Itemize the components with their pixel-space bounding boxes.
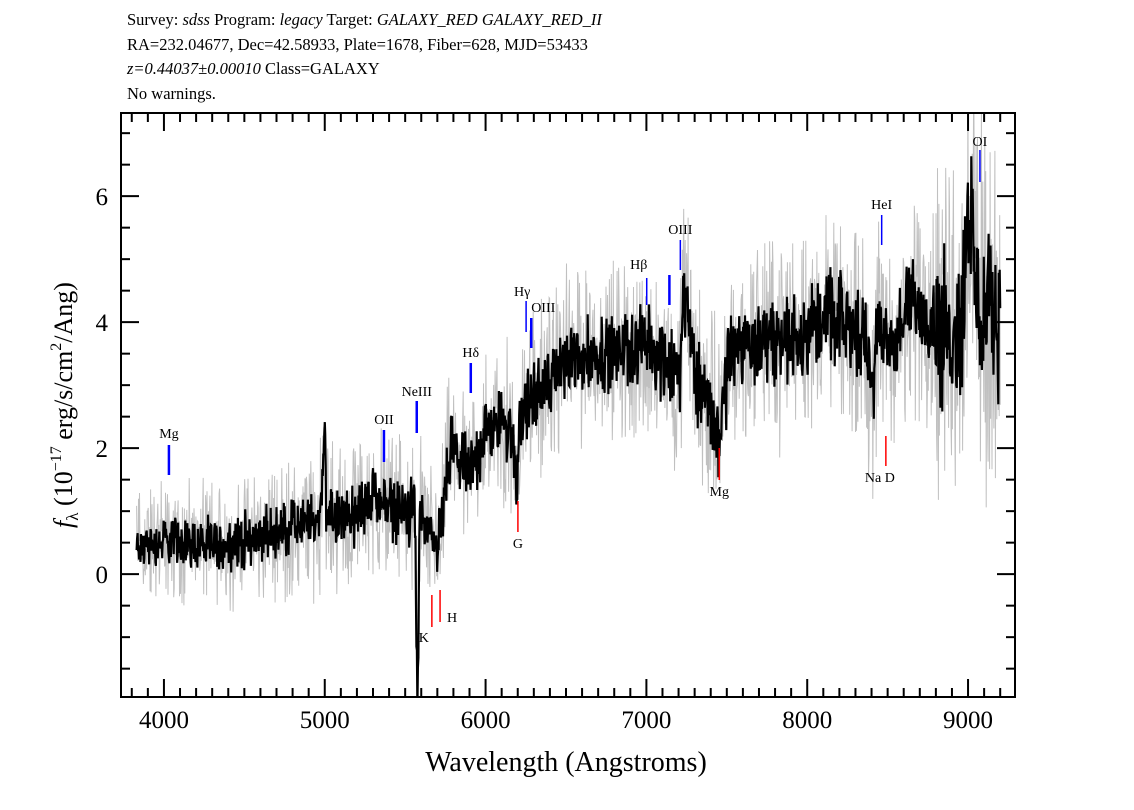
x-tick-label: 6000 (461, 707, 511, 734)
y-label-mid: erg/s/cm (49, 351, 78, 447)
line-label: OI (973, 135, 988, 150)
spectrum-header: Survey: sdss Program: legacy Target: GAL… (127, 8, 602, 106)
program-value: legacy (279, 10, 323, 29)
line-label: Mg (710, 485, 729, 500)
line-label: Hγ (514, 285, 530, 300)
target-label: Target: (326, 10, 373, 29)
line-label: OIII (668, 223, 692, 238)
line-label: H (447, 611, 457, 626)
y-label-pre: (10 (49, 471, 78, 512)
line-label: K (419, 631, 429, 646)
plot-frame (120, 112, 1016, 698)
y-axis-label: fλ (10−17 erg/s/cm2/Ang) (48, 282, 82, 528)
y-tick-label: 6 (96, 184, 109, 211)
line-label: OII (374, 413, 394, 428)
y-label-sup2: 2 (48, 343, 65, 351)
x-tick-label: 8000 (782, 707, 832, 734)
target-value: GALAXY_RED GALAXY_RED_II (376, 10, 602, 29)
line-label: G (513, 537, 523, 552)
line-label: Hβ (630, 258, 647, 273)
header-line-4: No warnings. (127, 83, 216, 103)
line-label: Hδ (462, 346, 479, 361)
line-label: NeIII (402, 385, 433, 400)
y-label-sub: λ (63, 512, 82, 521)
survey-value: sdss (182, 10, 210, 29)
y-label-post: /Ang) (49, 282, 78, 343)
line-label: Mg (159, 427, 178, 442)
line-label: HeI (871, 198, 892, 213)
x-tick-label: 9000 (943, 707, 993, 734)
tick-labels: 4000 5000 6000 7000 8000 9000 0 2 4 6 (96, 184, 994, 734)
survey-label: Survey: (127, 10, 179, 29)
y-tick-label: 2 (96, 436, 109, 463)
object-class: Class=GALAXY (265, 59, 380, 78)
x-tick-label: 4000 (139, 707, 189, 734)
axis-ticks (121, 113, 1015, 697)
redshift: z=0.44037±0.00010 (127, 59, 261, 78)
line-label: OIII (531, 301, 555, 316)
line-label: Na D (865, 471, 895, 486)
program-label: Program: (214, 10, 276, 29)
y-tick-label: 0 (96, 562, 109, 589)
plot-area (135, 113, 1002, 697)
header-line-3: z=0.44037±0.00010 Class=GALAXY (127, 57, 602, 82)
x-tick-label: 7000 (621, 707, 671, 734)
flux-series (135, 156, 1002, 697)
x-axis-label: Wavelength (Angstroms) (425, 747, 707, 778)
y-tick-label: 4 (96, 310, 109, 337)
y-label-f: f (49, 517, 78, 528)
y-label-sup1: −17 (48, 446, 65, 471)
header-line-1: Survey: sdss Program: legacy Target: GAL… (127, 8, 602, 33)
header-line-2: RA=232.04677, Dec=42.58933, Plate=1678, … (127, 34, 588, 54)
x-tick-label: 5000 (300, 707, 350, 734)
